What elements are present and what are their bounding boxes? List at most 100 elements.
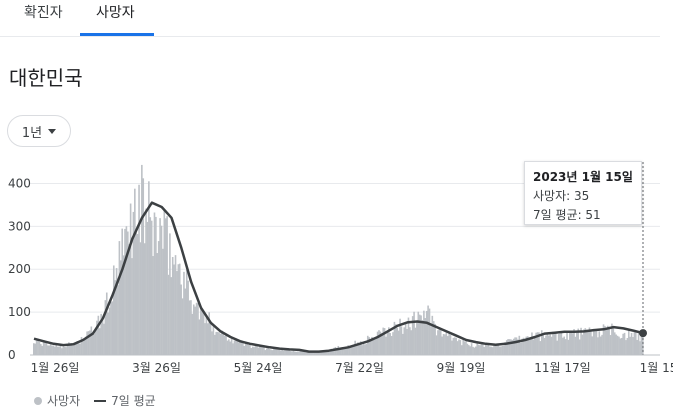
deaths-bar xyxy=(402,333,404,355)
deaths-bar xyxy=(556,340,559,355)
deaths-bar xyxy=(640,330,643,355)
deaths-bar xyxy=(365,343,368,355)
deaths-bar xyxy=(420,315,422,355)
deaths-bar xyxy=(250,348,253,355)
x-tick-label: 5월 24일 xyxy=(234,361,283,375)
deaths-bar xyxy=(459,340,462,355)
deaths-bar xyxy=(201,310,203,355)
deaths-bar xyxy=(557,334,560,355)
deaths-bar xyxy=(216,331,219,355)
range-dropdown[interactable]: 1년 xyxy=(7,115,71,147)
deaths-bar xyxy=(403,327,406,355)
deaths-bar xyxy=(322,351,324,355)
deaths-bar xyxy=(560,331,563,355)
deaths-bar xyxy=(178,263,181,355)
deaths-bar xyxy=(183,271,185,355)
deaths-bar xyxy=(379,331,382,355)
deaths-bar xyxy=(399,318,401,355)
deaths-bar xyxy=(337,345,340,355)
deaths-bar xyxy=(61,348,63,355)
deaths-bar xyxy=(136,234,139,355)
tooltip-average: 7일 평균: 51 xyxy=(533,208,601,222)
bar-legend-swatch xyxy=(34,396,42,405)
deaths-bar xyxy=(41,345,44,355)
deaths-bar xyxy=(274,347,276,355)
x-tick-label: 9월 19일 xyxy=(437,361,486,375)
deaths-bar xyxy=(347,345,349,355)
deaths-bar xyxy=(160,225,163,355)
deaths-bar xyxy=(89,330,91,355)
deaths-bar xyxy=(103,323,105,355)
deaths-bar xyxy=(177,264,180,355)
deaths-chart[interactable]: 0 100 200 300 400 1월 26일 3월 26일 5월 24일 7월 22일 9월 … xyxy=(0,150,673,385)
deaths-bar xyxy=(532,339,535,355)
deaths-bar xyxy=(192,304,195,355)
deaths-bar xyxy=(424,318,427,355)
deaths-bar xyxy=(533,336,536,355)
deaths-bar xyxy=(277,349,279,355)
deaths-bar xyxy=(545,335,547,355)
deaths-bar xyxy=(599,336,602,355)
deaths-bar xyxy=(480,343,483,355)
deaths-bar xyxy=(44,342,46,355)
deaths-bar xyxy=(296,351,299,355)
deaths-bar xyxy=(214,334,216,355)
deaths-bar xyxy=(452,337,455,355)
deaths-bar xyxy=(350,347,352,355)
deaths-bar xyxy=(258,346,261,355)
deaths-bar xyxy=(47,345,49,355)
deaths-bar xyxy=(354,340,356,355)
deaths-bar xyxy=(164,218,167,355)
deaths-bar xyxy=(416,322,418,355)
deaths-bar xyxy=(306,350,309,355)
deaths-bar xyxy=(174,255,177,355)
deaths-bar xyxy=(62,346,65,355)
deaths-bar xyxy=(223,335,226,355)
deaths-bar xyxy=(423,310,425,355)
deaths-bar xyxy=(225,333,227,355)
tab-confirmed[interactable]: 확진자 xyxy=(24,5,63,21)
deaths-bar xyxy=(308,351,310,355)
deaths-bar xyxy=(361,345,363,355)
deaths-bar xyxy=(226,340,229,355)
deaths-bar xyxy=(90,326,93,355)
deaths-bar xyxy=(295,351,298,355)
deaths-bar xyxy=(352,344,355,355)
deaths-bar xyxy=(211,331,213,355)
deaths-bar xyxy=(388,327,390,355)
deaths-bar xyxy=(338,348,341,355)
deaths-bar xyxy=(82,341,84,355)
hover-point xyxy=(639,329,647,338)
deaths-bar xyxy=(51,345,53,355)
y-tick-label: 100 xyxy=(8,305,31,319)
deaths-bar xyxy=(156,253,159,355)
deaths-bar xyxy=(40,344,42,355)
deaths-bar xyxy=(105,292,108,355)
legend-average: 7일 평균 xyxy=(111,394,156,408)
deaths-bar xyxy=(215,331,218,355)
deaths-bar xyxy=(472,346,474,355)
deaths-bar xyxy=(333,347,335,355)
deaths-bar xyxy=(204,323,206,355)
deaths-bar xyxy=(329,349,331,355)
deaths-bar xyxy=(55,343,58,355)
deaths-bar xyxy=(76,341,79,355)
deaths-bar xyxy=(483,347,486,355)
deaths-bar xyxy=(622,333,624,355)
deaths-bar xyxy=(371,336,373,355)
tab-deaths[interactable]: 사망자 xyxy=(96,5,135,21)
deaths-bar xyxy=(585,329,588,355)
deaths-bar xyxy=(298,351,300,355)
deaths-bar xyxy=(171,257,174,355)
deaths-bar xyxy=(580,327,582,355)
deaths-bar xyxy=(619,338,622,355)
deaths-bar xyxy=(364,344,366,355)
deaths-bar xyxy=(553,334,556,355)
deaths-bar xyxy=(418,314,421,355)
deaths-bar xyxy=(315,350,317,355)
deaths-bar xyxy=(209,323,212,355)
deaths-bar xyxy=(122,255,125,355)
deaths-bar xyxy=(372,338,375,355)
deaths-bar xyxy=(38,341,41,355)
deaths-bar xyxy=(421,320,424,355)
